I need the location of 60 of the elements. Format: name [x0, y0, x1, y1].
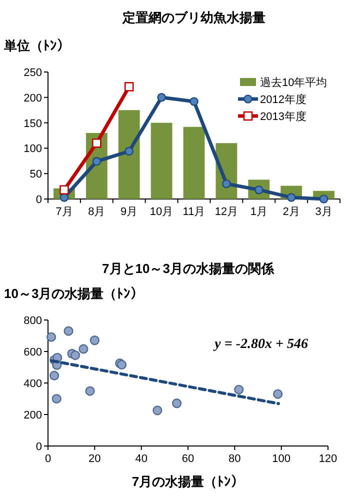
chart-title: 7月と10～3月の水揚量の関係 [102, 261, 275, 276]
point [90, 336, 100, 346]
x-tick-label: 120 [318, 453, 338, 465]
point [64, 326, 74, 336]
point [286, 193, 296, 202]
x-tick-label: 7月 [56, 206, 73, 218]
point [234, 384, 244, 394]
y-tick-label: 50 [30, 168, 42, 181]
y-tick-label: 400 [24, 378, 42, 390]
y-tick-label: 200 [24, 92, 42, 104]
y-tick-label: 200 [24, 410, 42, 422]
y-tick-label: 250 [24, 67, 42, 79]
legend-label: 2012年度 [260, 93, 306, 106]
y-tick-label: 0 [36, 194, 42, 206]
y-tick-label: 800 [24, 315, 42, 327]
x-tick-label: 2月 [282, 206, 300, 218]
point [157, 93, 166, 102]
x-tick-label: 60 [182, 453, 194, 465]
legend-label: 過去10年平均 [260, 76, 328, 89]
x-tick-label: 40 [135, 453, 148, 465]
x-tick-label: 12月 [214, 206, 238, 218]
x-tick-label: 10月 [150, 206, 174, 218]
x-tick-label: 20 [88, 453, 101, 465]
point [92, 157, 102, 166]
bar [183, 126, 205, 199]
chart-title: 定置網のブリ幼魚水揚量 [122, 10, 266, 25]
point [190, 97, 198, 106]
annotation: y = -2.80x + 546 [212, 337, 308, 352]
x-tick-label: 8月 [88, 206, 106, 218]
point [124, 82, 134, 92]
x-axis-title: 7月の水揚量（ﾄﾝ） [132, 474, 244, 489]
point [273, 389, 283, 399]
point [85, 386, 95, 396]
x-tick-label: 0 [44, 453, 52, 465]
point [78, 344, 88, 354]
bar [118, 110, 140, 199]
y-tick-label: 0 [36, 441, 42, 453]
point [52, 394, 62, 404]
point [50, 370, 60, 380]
x-tick-label: 1月 [250, 206, 268, 218]
x-tick-label: 80 [228, 453, 241, 465]
x-tick-label: 11月 [182, 206, 206, 218]
y-tick-label: 600 [24, 346, 42, 358]
y-tick-label: 150 [24, 118, 42, 130]
legend-label: 2013年度 [260, 110, 306, 123]
point [92, 138, 102, 148]
point [70, 350, 80, 360]
point [222, 179, 231, 188]
x-tick-label: 100 [272, 453, 291, 465]
x-tick-label: 3月 [315, 206, 332, 218]
y-tick-label: 100 [24, 143, 42, 156]
point [172, 398, 182, 408]
point [124, 146, 134, 156]
x-tick-label: 9月 [120, 206, 138, 218]
bar [150, 122, 172, 199]
point [46, 332, 56, 342]
point [152, 406, 162, 416]
y-axis-title: 単位（ﾄﾝ） [3, 38, 70, 53]
y-axis-title: 10～3月の水揚量（ﾄﾝ） [4, 286, 144, 301]
point [319, 194, 328, 204]
